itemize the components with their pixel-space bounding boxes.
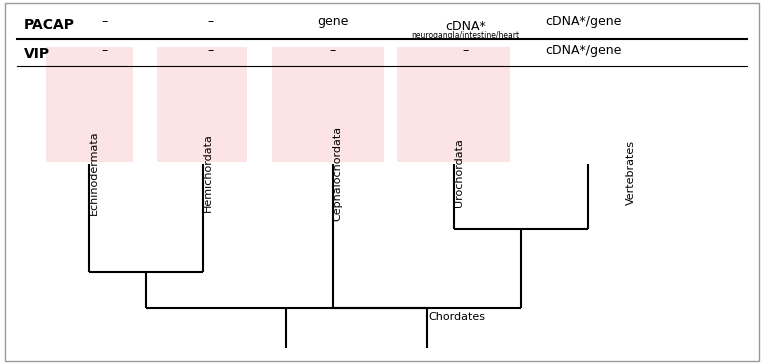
Text: Cephalochordata: Cephalochordata [332, 126, 342, 221]
Text: Urochordata: Urochordata [455, 139, 465, 207]
Text: Vertebrates: Vertebrates [626, 141, 636, 205]
Text: PACAP: PACAP [24, 18, 75, 32]
Text: Echinodermata: Echinodermata [89, 131, 99, 215]
Text: –: – [463, 44, 469, 57]
Text: –: – [101, 44, 107, 57]
Text: Chordates: Chordates [429, 312, 486, 323]
Text: Hemichordata: Hemichordata [203, 134, 213, 213]
Text: cDNA*/gene: cDNA*/gene [545, 15, 622, 28]
Bar [157, 47, 248, 162]
Text: –: – [101, 15, 107, 28]
Text: gene: gene [317, 15, 348, 28]
Bar [46, 47, 133, 162]
Text: –: – [208, 15, 214, 28]
Bar [397, 47, 510, 162]
Text: neurogangla/intestine/heart: neurogangla/intestine/heart [412, 31, 520, 40]
Text: –: – [208, 44, 214, 57]
Bar [272, 47, 384, 162]
Text: cDNA*: cDNA* [445, 20, 486, 33]
Text: VIP: VIP [24, 47, 50, 61]
Text: –: – [329, 44, 335, 57]
Text: cDNA*/gene: cDNA*/gene [545, 44, 622, 57]
